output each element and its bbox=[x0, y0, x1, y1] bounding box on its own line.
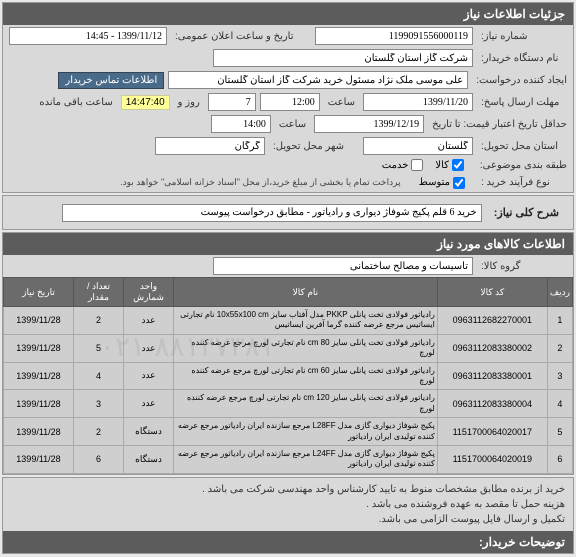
table-cell: عدد bbox=[124, 307, 174, 335]
cb-goods-label: کالا bbox=[435, 160, 449, 171]
table-cell: 5 bbox=[547, 418, 572, 446]
cb-mid-box[interactable] bbox=[453, 177, 465, 189]
valid-time-input[interactable] bbox=[211, 115, 271, 133]
announce-label: تاریخ و ساعت اعلان عمومی: bbox=[171, 31, 311, 42]
goods-header: اطلاعات کالاهای مورد نیاز bbox=[3, 233, 573, 255]
table-header: تاریخ نیاز bbox=[4, 278, 74, 307]
cb-mid-label: متوسط bbox=[419, 177, 450, 188]
remain-word: ساعت باقی مانده bbox=[35, 97, 116, 108]
table-cell: 1 bbox=[547, 307, 572, 335]
table-cell: 1399/11/28 bbox=[4, 418, 74, 446]
table-cell: 0963112083380002 bbox=[437, 334, 547, 362]
footer-header: توضیحات خریدار: bbox=[3, 531, 573, 553]
table-cell: دستگاه bbox=[124, 418, 174, 446]
countdown: 14:47:40 bbox=[121, 95, 170, 110]
table-row: 61151700064020019پکیج شوفاژ دیواری گازی … bbox=[4, 445, 573, 473]
table-header: کد کالا bbox=[437, 278, 547, 307]
cb-service-label: خدمت bbox=[382, 160, 409, 171]
table-cell: پکیج شوفاژ دیواری گازی مدل L24FF مرجع سا… bbox=[174, 445, 438, 473]
deadline-label: مهلت ارسال پاسخ: bbox=[477, 97, 567, 108]
deadline-date-input[interactable] bbox=[363, 93, 473, 111]
table-cell: 1151700064020017 bbox=[437, 418, 547, 446]
announce-input[interactable] bbox=[9, 27, 167, 45]
contact-button[interactable]: اطلاعات تماس خریدار bbox=[58, 72, 164, 89]
buyer-org-label: نام دستگاه خریدار: bbox=[477, 53, 567, 64]
deliver-prov-input[interactable] bbox=[363, 137, 473, 155]
valid-date-input[interactable] bbox=[314, 115, 424, 133]
desc-label: شرح کلی نیاز: bbox=[486, 202, 567, 223]
table-cell: 1151700064020019 bbox=[437, 445, 547, 473]
table-header: نام کالا bbox=[174, 278, 438, 307]
cb-mid[interactable]: متوسط bbox=[419, 177, 465, 189]
table-cell: 1399/11/28 bbox=[4, 307, 74, 335]
table-cell: 0963112083380001 bbox=[437, 362, 547, 390]
table-header: واحد شمارش bbox=[124, 278, 174, 307]
table-row: 51151700064020017پکیج شوفاژ دیواری گازی … bbox=[4, 418, 573, 446]
deliver-city-label: شهر محل تحویل: bbox=[269, 141, 359, 152]
footer-l1: خرید از برنده مطابق مشخصات منوط به تایید… bbox=[11, 482, 565, 497]
table-cell: 6 bbox=[547, 445, 572, 473]
cb-goods[interactable]: کالا bbox=[435, 159, 464, 171]
deadline-time-input[interactable] bbox=[260, 93, 320, 111]
table-cell: 2 bbox=[74, 307, 124, 335]
buyer-org-input[interactable] bbox=[213, 49, 473, 67]
footer-l2: هزینه حمل تا مقصد به عهده فروشنده می باش… bbox=[11, 497, 565, 512]
table-cell: 6 bbox=[74, 445, 124, 473]
table-header: ردیف bbox=[547, 278, 572, 307]
process-note: پرداخت تمام یا بخشی از مبلغ خرید،از محل … bbox=[114, 175, 406, 190]
table-row: 10963112682270001رادیاتور فولادی تخت پان… bbox=[4, 307, 573, 335]
need-no-input[interactable] bbox=[315, 27, 473, 45]
table-cell: 4 bbox=[547, 390, 572, 418]
creator-label: ایجاد کننده درخواست: bbox=[472, 75, 567, 86]
table-cell: 1399/11/28 bbox=[4, 334, 74, 362]
table-cell: 5 bbox=[74, 334, 124, 362]
table-cell: رادیاتور فولادی تخت پانلی PKKP مدل آفتاب… bbox=[174, 307, 438, 335]
table-cell: رادیاتور فولادی تخت پانلی سایز 80 cm نام… bbox=[174, 334, 438, 362]
deliver-prov-label: استان محل تحویل: bbox=[477, 141, 567, 152]
table-cell: 3 bbox=[74, 390, 124, 418]
table-cell: 1399/11/28 bbox=[4, 390, 74, 418]
table-cell: دستگاه bbox=[124, 445, 174, 473]
goods-table: ردیفکد کالانام کالاواحد شمارشتعداد / مقد… bbox=[3, 277, 573, 474]
table-cell: عدد bbox=[124, 362, 174, 390]
table-cell: رادیاتور فولادی تخت پانلی سایز 60 cm نام… bbox=[174, 362, 438, 390]
cb-goods-box[interactable] bbox=[452, 159, 464, 171]
time-word-2: ساعت bbox=[275, 119, 310, 130]
days-remain-input bbox=[208, 93, 256, 111]
desc-input[interactable] bbox=[62, 204, 482, 222]
table-cell: پکیج شوفاژ دیواری گازی مدل L28FF مرجع سا… bbox=[174, 418, 438, 446]
table-cell: 4 bbox=[74, 362, 124, 390]
table-cell: 0963112682270001 bbox=[437, 307, 547, 335]
footer-l3: تکمیل و ارسال فایل پیوست الزامی می باشد. bbox=[11, 512, 565, 527]
table-cell: 1399/11/28 bbox=[4, 445, 74, 473]
group-label: گروه کالا: bbox=[477, 261, 567, 272]
cb-service[interactable]: خدمت bbox=[382, 159, 424, 171]
table-cell: 2 bbox=[547, 334, 572, 362]
table-row: 40963112083380004رادیاتور فولادی تخت پان… bbox=[4, 390, 573, 418]
creator-input[interactable] bbox=[168, 71, 468, 89]
table-row: 20963112083380002رادیاتور فولادی تخت پان… bbox=[4, 334, 573, 362]
budget-label: طبقه بندی موضوعی: bbox=[476, 160, 567, 171]
table-cell: 1399/11/28 bbox=[4, 362, 74, 390]
cb-service-box[interactable] bbox=[411, 159, 423, 171]
panel-header-info: جزئیات اطلاعات نیاز bbox=[3, 3, 573, 25]
table-row: 30963112083380001رادیاتور فولادی تخت پان… bbox=[4, 362, 573, 390]
valid-label: حداقل تاریخ اعتبار قیمت: تا تاریخ bbox=[428, 119, 567, 130]
table-cell: عدد bbox=[124, 390, 174, 418]
table-cell: رادیاتور فولادی تخت پانلی سایز 120 cm نا… bbox=[174, 390, 438, 418]
process-label: نوع فرآیند خرید : bbox=[477, 177, 567, 188]
table-cell: 2 bbox=[74, 418, 124, 446]
group-input[interactable] bbox=[213, 257, 473, 275]
need-no-label: شماره نیاز: bbox=[477, 31, 567, 42]
table-header: تعداد / مقدار bbox=[74, 278, 124, 307]
table-cell: عدد bbox=[124, 334, 174, 362]
days-word: روز و bbox=[174, 97, 204, 108]
time-word-1: ساعت bbox=[324, 97, 359, 108]
table-cell: 3 bbox=[547, 362, 572, 390]
deliver-city-input[interactable] bbox=[155, 137, 265, 155]
table-cell: 0963112083380004 bbox=[437, 390, 547, 418]
